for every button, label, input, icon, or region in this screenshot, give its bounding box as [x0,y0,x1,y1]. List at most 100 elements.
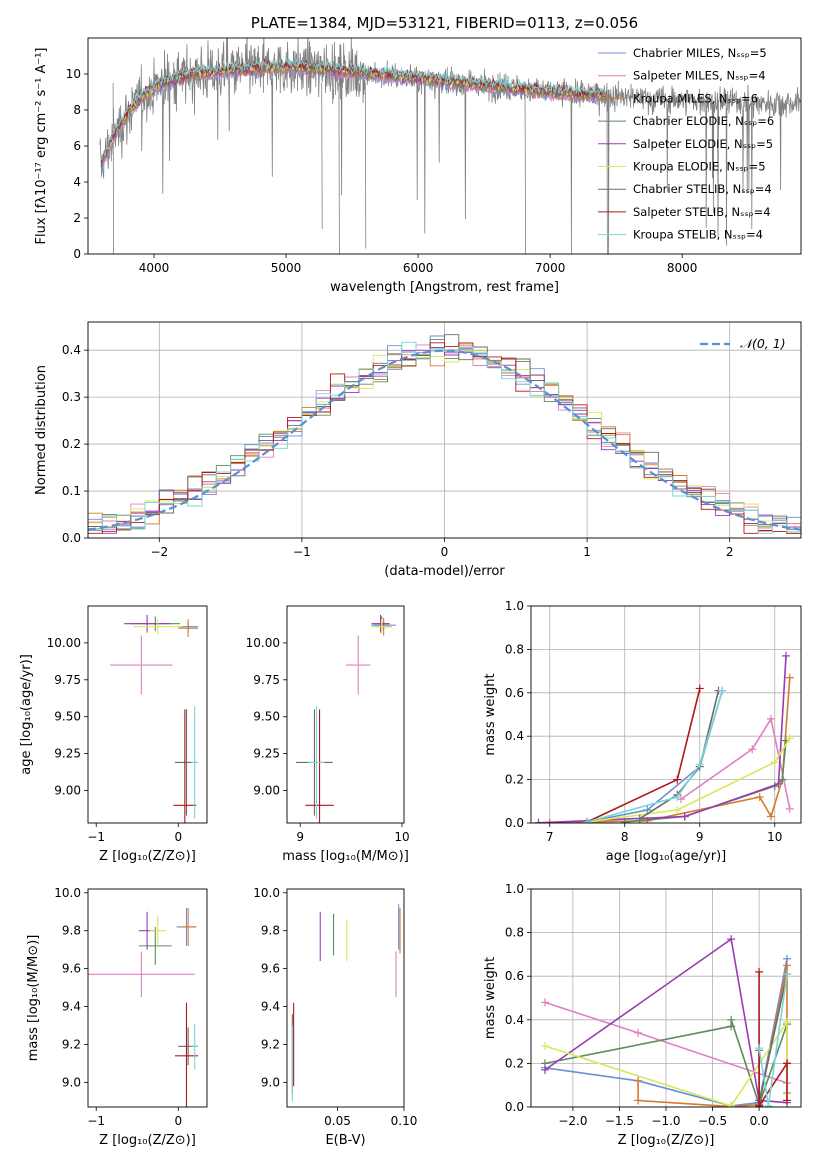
series-line-kroupa_stelib [587,690,724,823]
y-tick-label: 10 [66,67,81,81]
y-tick-label: 9.6 [62,962,81,976]
x-tick-label: 10 [767,830,782,844]
x-tick-label: 5000 [271,261,302,275]
x-tick-label: 8000 [667,261,698,275]
y-axis-label: mass [log₁₀(M/M⊙)] [26,935,41,1062]
y-axis-label: mass weight [483,957,498,1039]
y-tick-label: 0.1 [62,484,81,498]
axes-z_mass: −1 0 9.0 9.2 9.4 9.6 9.8 10.0 Z [log₁₀(Z/Z⊙)] mas… [26,886,208,1148]
y-tick-label: 1.0 [505,882,524,896]
x-tick-label: −1.0 [651,1114,680,1128]
legend-label: 𝒩(0, 1) [740,336,786,351]
series-marker-kroupa_elodie [785,734,794,743]
x-axis-label: age [log₁₀(age/yr)] [606,849,727,864]
x-axis-label: Z [log₁₀(Z/Z⊙)] [99,849,196,864]
y-tick-label: 9.0 [261,1075,280,1089]
histogram-kroupa_stelib [88,341,801,534]
y-tick-label: 9.25 [54,747,81,761]
y-tick-label: 9.2 [62,1037,81,1051]
series-marker-salpeter_stelib [783,1096,792,1105]
y-tick-label: 0.3 [62,390,81,404]
series-marker-salpeter_stelib [783,1059,792,1068]
series-marker-salpeter_stelib [755,1101,764,1107]
plot-area-ebv_mass [291,904,401,1102]
axes-frame [530,888,802,1108]
x-axis-label: mass [log₁₀(M/M⊙)] [282,849,409,864]
axes-residuals: −2 −1 0 1 2 0.0 0.1 0.2 0.3 0.4 (data-model)/error… [34,321,802,579]
histogram-salpeter_stelib [88,342,801,534]
y-tick-label: 0.8 [505,926,524,940]
axes-z_age: −1 0 9.00 9.25 9.50 9.75 10.00 Z [log₁₀(Z/Z⊙)] a… [19,605,208,864]
y-axis-label: mass weight [483,673,498,755]
x-tick-label: 0 [174,830,182,844]
x-tick-label: −1.5 [605,1114,634,1128]
chart-title: PLATE=1384, MJD=53121, FIBERID=0113, z=0… [251,14,638,32]
series-marker-kroupa_elodie [770,758,779,767]
series-marker-salpeter_elodie [680,812,689,821]
legend-label: Kroupa ELODIE, Nₛₛₚ=5 [633,160,766,174]
legend-label: Chabrier ELODIE, Nₛₛₚ=6 [633,114,774,128]
series-marker-kroupa_stelib [764,1101,773,1107]
plot-area-mass_age [296,614,396,823]
plot-area-z_mass [88,907,198,1107]
axes-frame [87,321,802,539]
series-marker-chabrier_elodie [778,775,787,784]
x-tick-label: 10 [394,830,409,844]
series-marker-salpeter_stelib [673,775,682,784]
axes-age_weight: 7 8 9 10 0.0 0.2 0.4 0.6 0.8 1.0 age [log₁₀(age/yr… [483,599,802,864]
x-tick-label: 7000 [535,261,566,275]
x-tick-label: 0.10 [391,1114,418,1128]
y-tick-label: 0.6 [505,969,524,983]
series-marker-kroupa_miles [634,1096,643,1105]
y-tick-label: 4 [73,175,81,189]
series-marker-salpeter_miles [634,1028,643,1037]
axes-frame [87,605,208,824]
y-tick-label: 9.75 [253,673,280,687]
y-tick-label: 9.4 [62,1000,81,1014]
histogram-kroupa_elodie [88,350,801,534]
series-marker-kroupa_stelib [695,760,704,769]
series-marker-kroupa_elodie [673,805,682,814]
y-tick-label: 9.25 [253,747,280,761]
normal-curve [88,349,801,531]
x-tick-label: −1 [87,830,105,844]
series-line-salpeter_elodie [538,655,787,823]
series-marker-kroupa_stelib [718,686,727,695]
y-tick-label: 0.8 [505,642,524,656]
axes-ebv_mass: 0.05 0.10 9.0 9.2 9.4 9.6 9.8 10.0 E(B-V) [253,886,417,1148]
y-tick-label: 2 [73,211,81,225]
y-tick-label: 10.0 [253,886,280,900]
series-marker-salpeter_miles [785,804,794,813]
y-tick-label: 0.4 [505,1013,524,1027]
y-axis-label: age [log₁₀(age/yr)] [19,654,34,775]
plot-area-z_weight [540,935,792,1107]
legend: Chabrier MILES, Nₛₛₚ=5 Salpeter MILES, Nₛ… [598,46,774,242]
y-tick-label: 9.6 [261,962,280,976]
x-tick-label: 9 [296,830,304,844]
y-tick-label: 0.2 [505,773,524,787]
series-marker-salpeter_elodie [540,1065,549,1074]
series-line-kroupa_miles [549,677,791,823]
x-tick-label: 0 [174,1114,182,1128]
y-tick-label: 9.00 [253,784,280,798]
x-tick-label: −1 [293,545,311,559]
series-marker-salpeter_elodie [727,935,736,944]
y-tick-label: 0.0 [505,1100,524,1114]
x-tick-label: −1 [87,1114,105,1128]
x-axis-label: Z [log₁₀(Z/Z⊙)] [99,1133,196,1148]
x-tick-label: 2 [726,545,734,559]
series-marker-salpeter_miles [767,714,775,723]
axes-frame [530,605,802,824]
series-line-salpeter_stelib [586,688,701,823]
axes-frame [286,888,405,1108]
y-tick-label: 8 [73,103,81,117]
series-marker-kroupa_elodie [727,1101,736,1107]
histogram-chabrier_stelib [88,334,801,530]
x-tick-label: 0 [441,545,449,559]
plot-area-residuals [88,334,801,534]
plot-area-age_weight [534,651,794,823]
series-line-kroupa_elodie [587,737,791,823]
plot-area-spectrum [99,38,801,254]
axes-z_weight: −2.0 −1.5 −1.0 −0.5 0.0 0.0 0.2 0.4 0.6 0.8 1.0 Z [… [483,882,802,1148]
